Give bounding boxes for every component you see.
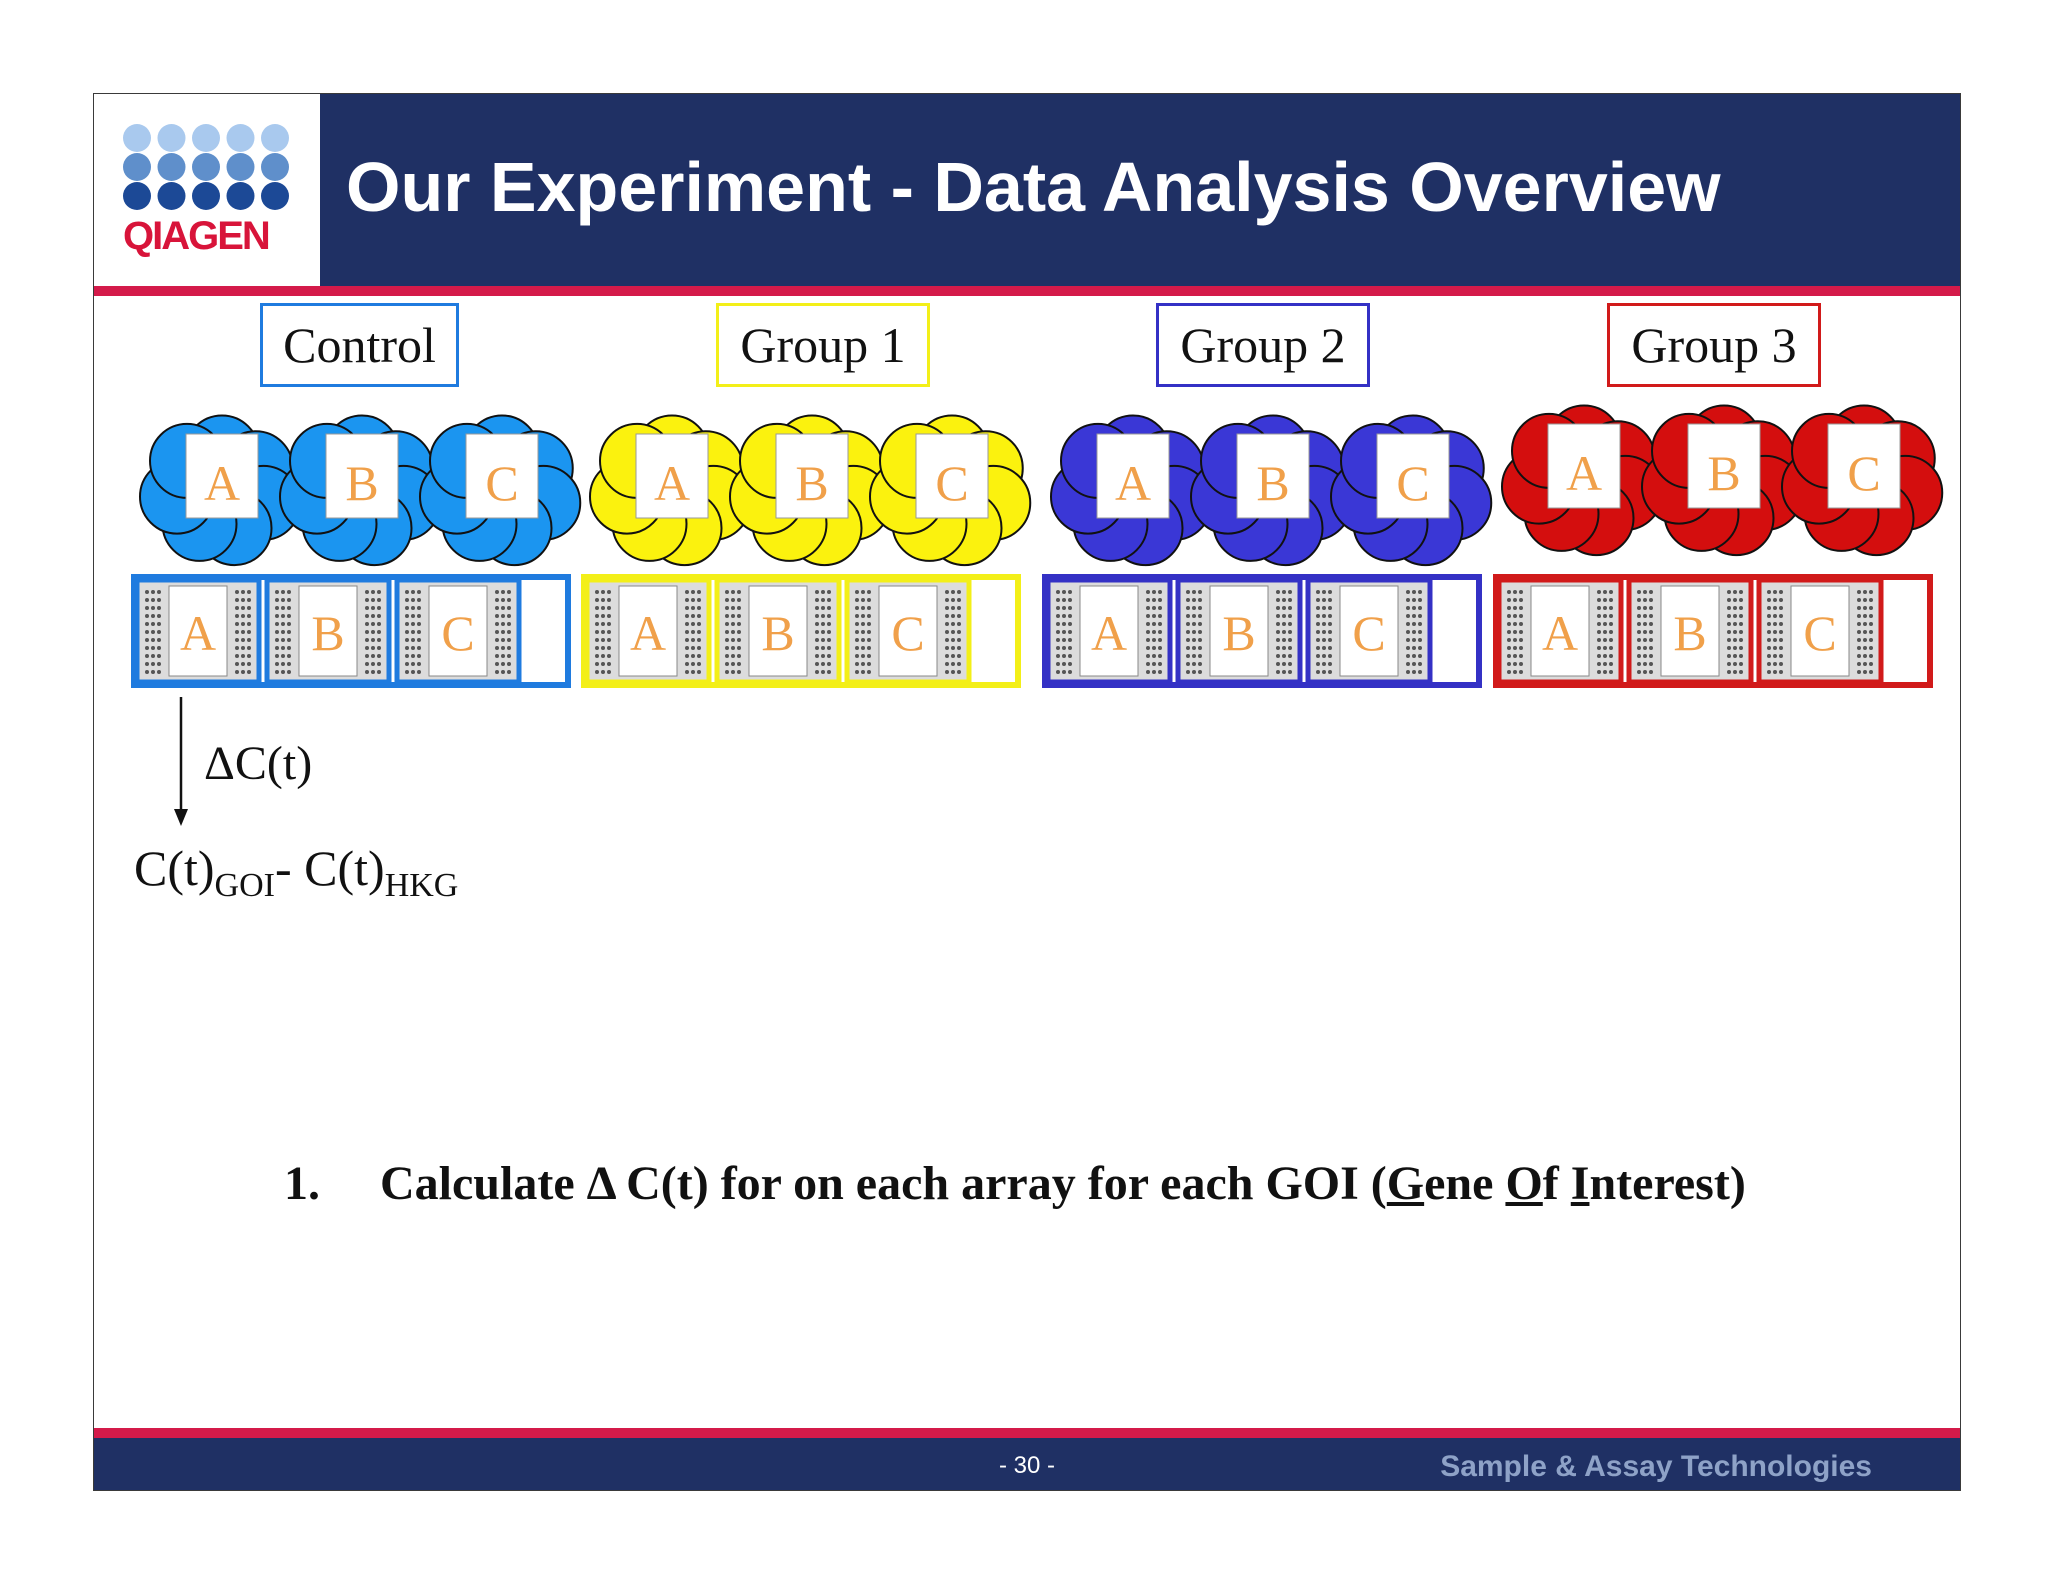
sample-cells: C	[1781, 404, 1944, 557]
qiagen-logo: QIAGEN	[94, 94, 320, 286]
array-letter: B	[761, 605, 794, 661]
header-divider	[94, 286, 1960, 296]
footer-bar: - 30 - Sample & Assay Technologies	[94, 1438, 1960, 1490]
sample-cells: B	[1190, 414, 1353, 567]
pcr-array: B	[1626, 577, 1754, 685]
array-letter: C	[891, 605, 924, 661]
sample-letter: B	[345, 455, 378, 511]
pcr-array: A	[1045, 577, 1173, 685]
sample-letter: A	[1566, 445, 1602, 501]
logo-dots-icon	[123, 124, 289, 210]
pcr-array: C	[1756, 577, 1884, 685]
footer-tagline: Sample & Assay Technologies	[1440, 1450, 1872, 1483]
array-letter: C	[1352, 605, 1385, 661]
sample-cells: A	[589, 414, 752, 567]
slide-title: Our Experiment - Data Analysis Overview	[346, 148, 1721, 226]
sample-letter: C	[1847, 445, 1880, 501]
array-letter: C	[441, 605, 474, 661]
sample-letter: B	[1256, 455, 1289, 511]
pcr-array: B	[1175, 577, 1303, 685]
footer-divider	[94, 1428, 1960, 1438]
sample-cells: B	[729, 414, 892, 567]
array-frame	[1042, 574, 1482, 688]
logo-dot	[226, 182, 255, 210]
pcr-array: C	[1305, 577, 1433, 685]
sample-cells: C	[869, 414, 1032, 567]
pcr-array: B	[714, 577, 842, 685]
header-bar: QIAGEN Our Experiment - Data Analysis Ov…	[94, 94, 1960, 286]
logo-dot	[157, 182, 186, 210]
logo-dot	[192, 153, 220, 181]
sample-cells: B	[279, 414, 442, 567]
pcr-array: C	[844, 577, 972, 685]
delta-ct-formula: C(t)GOI- C(t)HKG	[134, 840, 459, 904]
array-letter: A	[630, 605, 666, 661]
sample-letter: A	[204, 455, 240, 511]
array-letter: A	[1091, 605, 1127, 661]
samples-arrays-diagram: A B C A B C A B C A B C A B C A B C A B C A B C	[131, 404, 1944, 826]
array-frame	[1493, 574, 1933, 688]
sample-cells: A	[139, 414, 302, 567]
sample-cells: C	[1330, 414, 1493, 567]
delta-ct-label: ΔC(t)	[204, 737, 313, 790]
array-letter: A	[180, 605, 216, 661]
sample-letter: A	[654, 455, 690, 511]
sample-letter: A	[1115, 455, 1151, 511]
logo-dot	[157, 153, 186, 181]
group-label-group2: Group 2	[1156, 303, 1370, 387]
array-letter: B	[1222, 605, 1255, 661]
logo-text: QIAGEN	[123, 214, 271, 258]
array-frame	[131, 574, 571, 688]
pcr-array: A	[134, 577, 262, 685]
array-frame	[581, 574, 1021, 688]
arrow-head-icon	[174, 809, 188, 826]
logo-dot	[261, 182, 289, 210]
sample-cells: C	[419, 414, 582, 567]
logo-dot	[261, 124, 289, 152]
step-number: 1.	[284, 1157, 320, 1210]
sample-cells: A	[1050, 414, 1213, 567]
pcr-array: A	[584, 577, 712, 685]
array-letter: B	[1673, 605, 1706, 661]
logo-dot	[192, 182, 220, 210]
page-number: - 30 -	[998, 1452, 1055, 1479]
logo-dot	[192, 124, 220, 152]
logo-dot	[226, 153, 255, 181]
sample-cells: A	[1501, 404, 1664, 557]
sample-letter: C	[1396, 455, 1429, 511]
pcr-array: C	[394, 577, 522, 685]
pcr-array: A	[1496, 577, 1624, 685]
logo-dot	[226, 124, 255, 152]
array-letter: B	[311, 605, 344, 661]
logo-dot	[123, 182, 151, 210]
sample-letter: B	[795, 455, 828, 511]
pcr-array: B	[264, 577, 392, 685]
logo-dot	[157, 124, 186, 152]
slide: QIAGEN Our Experiment - Data Analysis Ov…	[93, 93, 1961, 1491]
group-label-group3: Group 3	[1607, 303, 1821, 387]
logo-dot	[123, 153, 151, 181]
logo-dot	[123, 124, 151, 152]
array-letter: C	[1803, 605, 1836, 661]
sample-letter: B	[1707, 445, 1740, 501]
step-instruction: 1. Calculate Δ C(t) for on each array for…	[284, 1157, 1746, 1210]
sample-cells: B	[1641, 404, 1804, 557]
logo-dot	[261, 153, 289, 181]
group-label-group1: Group 1	[716, 303, 930, 387]
sample-letter: C	[485, 455, 518, 511]
sample-letter: C	[935, 455, 968, 511]
array-letter: A	[1542, 605, 1578, 661]
group-label-control: Control	[260, 303, 459, 387]
